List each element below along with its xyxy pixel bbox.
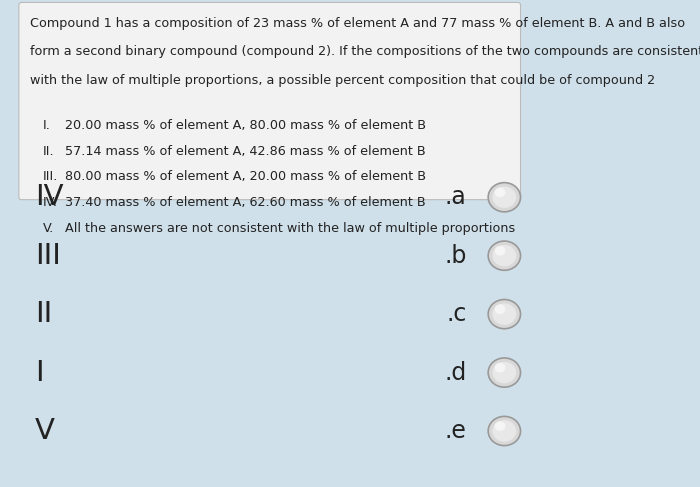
Circle shape	[495, 304, 505, 314]
Text: III: III	[35, 242, 61, 270]
Text: IV.: IV.	[43, 196, 58, 209]
Text: V: V	[35, 417, 55, 445]
Text: II: II	[35, 300, 52, 328]
Text: 20.00 mass % of element A, 80.00 mass % of element B: 20.00 mass % of element A, 80.00 mass % …	[64, 119, 426, 132]
Circle shape	[493, 187, 516, 208]
Text: .c: .c	[446, 302, 467, 326]
Text: I.: I.	[43, 119, 51, 132]
Text: II.: II.	[43, 145, 55, 158]
Text: form a second binary compound (compound 2). If the compositions of the two compo: form a second binary compound (compound …	[29, 45, 700, 58]
Circle shape	[493, 420, 516, 442]
Text: V.: V.	[43, 222, 55, 235]
Text: 57.14 mass % of element A, 42.86 mass % of element B: 57.14 mass % of element A, 42.86 mass % …	[64, 145, 426, 158]
Circle shape	[488, 416, 521, 446]
Text: 80.00 mass % of element A, 20.00 mass % of element B: 80.00 mass % of element A, 20.00 mass % …	[64, 170, 426, 184]
Text: Compound 1 has a composition of 23 mass % of element A and 77 mass % of element : Compound 1 has a composition of 23 mass …	[29, 17, 685, 30]
Text: All the answers are not consistent with the law of multiple proportions: All the answers are not consistent with …	[64, 222, 515, 235]
Text: I: I	[35, 358, 43, 387]
Circle shape	[495, 187, 505, 197]
Circle shape	[493, 245, 516, 266]
Text: .d: .d	[444, 360, 467, 385]
Circle shape	[493, 362, 516, 383]
Circle shape	[493, 303, 516, 325]
Text: .e: .e	[444, 419, 467, 443]
Circle shape	[488, 358, 521, 387]
Circle shape	[495, 363, 505, 373]
Text: .b: .b	[444, 244, 467, 268]
Circle shape	[488, 241, 521, 270]
Text: IV: IV	[35, 183, 64, 211]
Circle shape	[495, 421, 505, 431]
Circle shape	[488, 183, 521, 212]
Text: .a: .a	[444, 185, 467, 209]
Circle shape	[488, 300, 521, 329]
Text: III.: III.	[43, 170, 59, 184]
Text: with the law of multiple proportions, a possible percent composition that could : with the law of multiple proportions, a …	[29, 74, 654, 87]
Text: 37.40 mass % of element A, 62.60 mass % of element B: 37.40 mass % of element A, 62.60 mass % …	[64, 196, 426, 209]
Circle shape	[495, 246, 505, 256]
FancyBboxPatch shape	[19, 2, 521, 200]
